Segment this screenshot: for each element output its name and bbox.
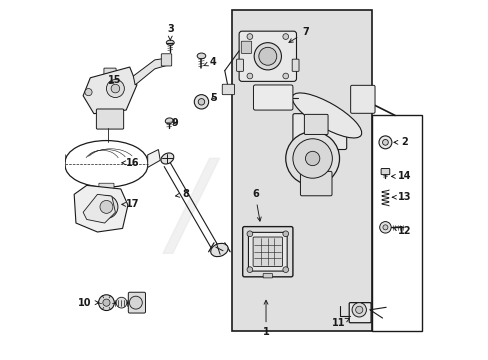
Text: 9: 9	[171, 118, 178, 128]
Ellipse shape	[161, 153, 173, 164]
Circle shape	[379, 222, 390, 233]
Circle shape	[258, 47, 276, 65]
Text: 7: 7	[288, 27, 308, 42]
Circle shape	[198, 99, 204, 105]
Bar	[371, 116, 421, 330]
Ellipse shape	[197, 53, 205, 59]
Circle shape	[355, 306, 362, 314]
Text: 16: 16	[122, 158, 139, 168]
Circle shape	[102, 299, 110, 306]
Ellipse shape	[292, 93, 361, 138]
FancyBboxPatch shape	[253, 85, 292, 110]
Circle shape	[129, 296, 142, 309]
FancyBboxPatch shape	[263, 274, 272, 278]
Text: 10: 10	[78, 298, 99, 308]
FancyBboxPatch shape	[239, 31, 296, 81]
FancyBboxPatch shape	[300, 171, 331, 196]
Polygon shape	[133, 58, 167, 85]
FancyBboxPatch shape	[104, 68, 116, 95]
FancyBboxPatch shape	[242, 226, 292, 277]
Polygon shape	[147, 149, 160, 167]
FancyBboxPatch shape	[236, 59, 243, 71]
Text: 14: 14	[391, 171, 411, 181]
Circle shape	[382, 225, 387, 230]
Polygon shape	[74, 185, 128, 232]
Circle shape	[246, 73, 252, 79]
Circle shape	[378, 136, 391, 149]
FancyBboxPatch shape	[161, 54, 171, 66]
Text: 8: 8	[175, 189, 188, 199]
Bar	[231, 10, 371, 330]
Circle shape	[246, 267, 252, 273]
Ellipse shape	[165, 118, 173, 124]
FancyBboxPatch shape	[99, 183, 114, 189]
Circle shape	[282, 231, 288, 237]
FancyBboxPatch shape	[292, 59, 298, 71]
Circle shape	[282, 73, 288, 79]
Text: 2: 2	[393, 138, 407, 147]
FancyBboxPatch shape	[222, 84, 234, 95]
Circle shape	[106, 80, 124, 98]
Circle shape	[254, 42, 281, 70]
Circle shape	[292, 139, 332, 178]
Circle shape	[116, 297, 126, 308]
Circle shape	[305, 151, 319, 166]
Text: 1: 1	[262, 300, 269, 337]
Text: 11: 11	[331, 318, 348, 328]
FancyBboxPatch shape	[380, 168, 389, 175]
Circle shape	[282, 267, 288, 273]
Circle shape	[382, 139, 387, 145]
Circle shape	[285, 132, 339, 185]
Text: 5: 5	[209, 93, 216, 103]
Text: 13: 13	[391, 192, 411, 202]
Circle shape	[111, 84, 120, 93]
FancyBboxPatch shape	[96, 109, 123, 129]
Circle shape	[351, 303, 366, 317]
Circle shape	[194, 95, 208, 109]
Circle shape	[246, 34, 252, 40]
FancyBboxPatch shape	[248, 232, 286, 271]
FancyBboxPatch shape	[128, 292, 145, 313]
FancyBboxPatch shape	[304, 114, 327, 134]
Ellipse shape	[210, 243, 227, 257]
Circle shape	[95, 195, 118, 219]
FancyBboxPatch shape	[241, 41, 251, 53]
Circle shape	[99, 295, 114, 311]
Text: 12: 12	[392, 226, 411, 236]
Ellipse shape	[166, 40, 174, 45]
FancyBboxPatch shape	[253, 237, 282, 266]
Polygon shape	[53, 149, 65, 167]
Circle shape	[100, 201, 113, 213]
Circle shape	[85, 89, 92, 96]
Text: 3: 3	[166, 24, 173, 40]
FancyBboxPatch shape	[348, 303, 370, 323]
FancyBboxPatch shape	[350, 85, 374, 113]
Text: 17: 17	[122, 199, 139, 210]
Polygon shape	[83, 67, 137, 114]
Text: 15: 15	[108, 75, 121, 85]
Polygon shape	[83, 194, 115, 223]
Text: 6: 6	[251, 189, 261, 221]
Circle shape	[282, 34, 288, 40]
FancyBboxPatch shape	[292, 114, 346, 149]
Circle shape	[246, 231, 252, 237]
Text: 4: 4	[203, 57, 216, 67]
